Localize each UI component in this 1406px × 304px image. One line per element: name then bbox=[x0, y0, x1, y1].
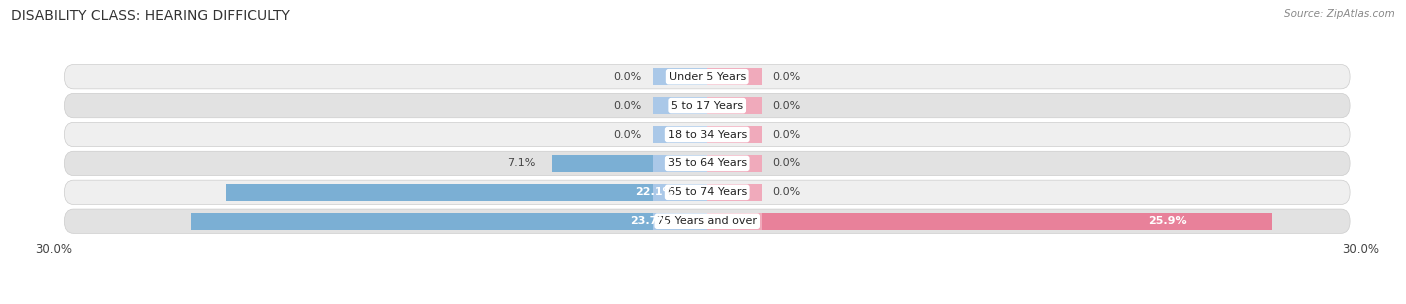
FancyBboxPatch shape bbox=[65, 93, 1350, 118]
Text: 0.0%: 0.0% bbox=[613, 130, 641, 140]
Bar bbox=[707, 155, 762, 172]
Text: 18 to 34 Years: 18 to 34 Years bbox=[668, 130, 747, 140]
Text: 0.0%: 0.0% bbox=[773, 101, 801, 111]
Text: 35 to 64 Years: 35 to 64 Years bbox=[668, 158, 747, 168]
Bar bbox=[553, 155, 707, 172]
FancyBboxPatch shape bbox=[65, 64, 1350, 89]
Text: 0.0%: 0.0% bbox=[613, 101, 641, 111]
FancyBboxPatch shape bbox=[65, 151, 1350, 175]
Bar bbox=[707, 213, 762, 230]
Bar bbox=[191, 213, 707, 230]
Text: 7.1%: 7.1% bbox=[506, 158, 536, 168]
Bar bbox=[652, 97, 707, 114]
Bar bbox=[707, 184, 762, 201]
Legend: Male, Female: Male, Female bbox=[643, 300, 772, 304]
Text: 0.0%: 0.0% bbox=[773, 158, 801, 168]
Bar bbox=[652, 213, 707, 230]
Bar bbox=[225, 184, 707, 201]
Text: 75 Years and over: 75 Years and over bbox=[657, 216, 758, 226]
Text: 0.0%: 0.0% bbox=[773, 187, 801, 197]
Bar bbox=[707, 213, 1271, 230]
Text: 5 to 17 Years: 5 to 17 Years bbox=[671, 101, 744, 111]
Text: 0.0%: 0.0% bbox=[773, 130, 801, 140]
Bar bbox=[707, 97, 762, 114]
Text: 0.0%: 0.0% bbox=[773, 72, 801, 82]
Text: DISABILITY CLASS: HEARING DIFFICULTY: DISABILITY CLASS: HEARING DIFFICULTY bbox=[11, 9, 290, 23]
Bar bbox=[652, 126, 707, 143]
Text: 25.9%: 25.9% bbox=[1149, 216, 1187, 226]
Text: Source: ZipAtlas.com: Source: ZipAtlas.com bbox=[1284, 9, 1395, 19]
Text: 65 to 74 Years: 65 to 74 Years bbox=[668, 187, 747, 197]
Text: 0.0%: 0.0% bbox=[613, 72, 641, 82]
Text: 22.1%: 22.1% bbox=[636, 187, 673, 197]
Bar bbox=[652, 155, 707, 172]
Text: 23.7%: 23.7% bbox=[630, 216, 668, 226]
Bar bbox=[707, 126, 762, 143]
FancyBboxPatch shape bbox=[65, 180, 1350, 205]
Bar bbox=[707, 68, 762, 85]
Text: Under 5 Years: Under 5 Years bbox=[669, 72, 745, 82]
Bar bbox=[652, 68, 707, 85]
FancyBboxPatch shape bbox=[65, 209, 1350, 233]
Bar bbox=[652, 184, 707, 201]
FancyBboxPatch shape bbox=[65, 123, 1350, 147]
